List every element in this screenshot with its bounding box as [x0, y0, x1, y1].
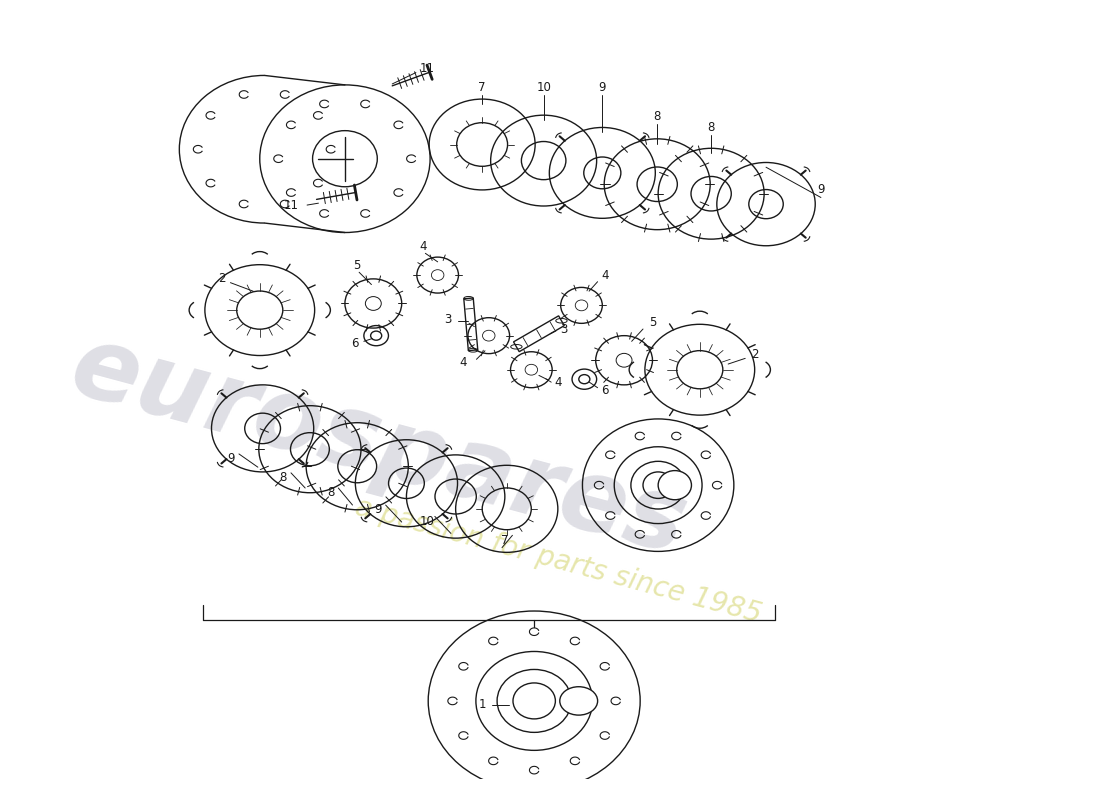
- Text: 2: 2: [751, 348, 758, 361]
- Ellipse shape: [658, 470, 692, 500]
- Text: 6: 6: [351, 337, 359, 350]
- Text: eurospares: eurospares: [60, 318, 696, 576]
- Text: 7: 7: [502, 534, 508, 546]
- Text: 10: 10: [536, 82, 551, 94]
- Text: a passion for parts since 1985: a passion for parts since 1985: [352, 493, 764, 629]
- Text: 5: 5: [353, 259, 361, 272]
- Text: 4: 4: [420, 240, 427, 254]
- Text: 9: 9: [598, 82, 606, 94]
- Text: 3: 3: [444, 313, 452, 326]
- Text: 11: 11: [420, 62, 434, 75]
- Text: 8: 8: [279, 471, 287, 484]
- Text: 7: 7: [478, 82, 486, 94]
- Text: 8: 8: [653, 110, 661, 122]
- Text: 3: 3: [560, 322, 568, 335]
- Text: 9: 9: [817, 183, 825, 197]
- Text: 9: 9: [228, 452, 235, 465]
- Text: 8: 8: [707, 121, 715, 134]
- Text: 4: 4: [460, 356, 467, 369]
- Text: 10: 10: [420, 514, 434, 528]
- Text: 1: 1: [478, 698, 486, 711]
- Ellipse shape: [560, 686, 597, 715]
- Text: 5: 5: [649, 316, 657, 329]
- Text: 9: 9: [374, 503, 382, 516]
- Text: 4: 4: [602, 269, 609, 282]
- Text: 8: 8: [327, 486, 334, 499]
- Text: 11: 11: [284, 198, 298, 211]
- Text: 4: 4: [554, 377, 562, 390]
- Text: 6: 6: [602, 384, 609, 397]
- Text: 2: 2: [218, 272, 226, 286]
